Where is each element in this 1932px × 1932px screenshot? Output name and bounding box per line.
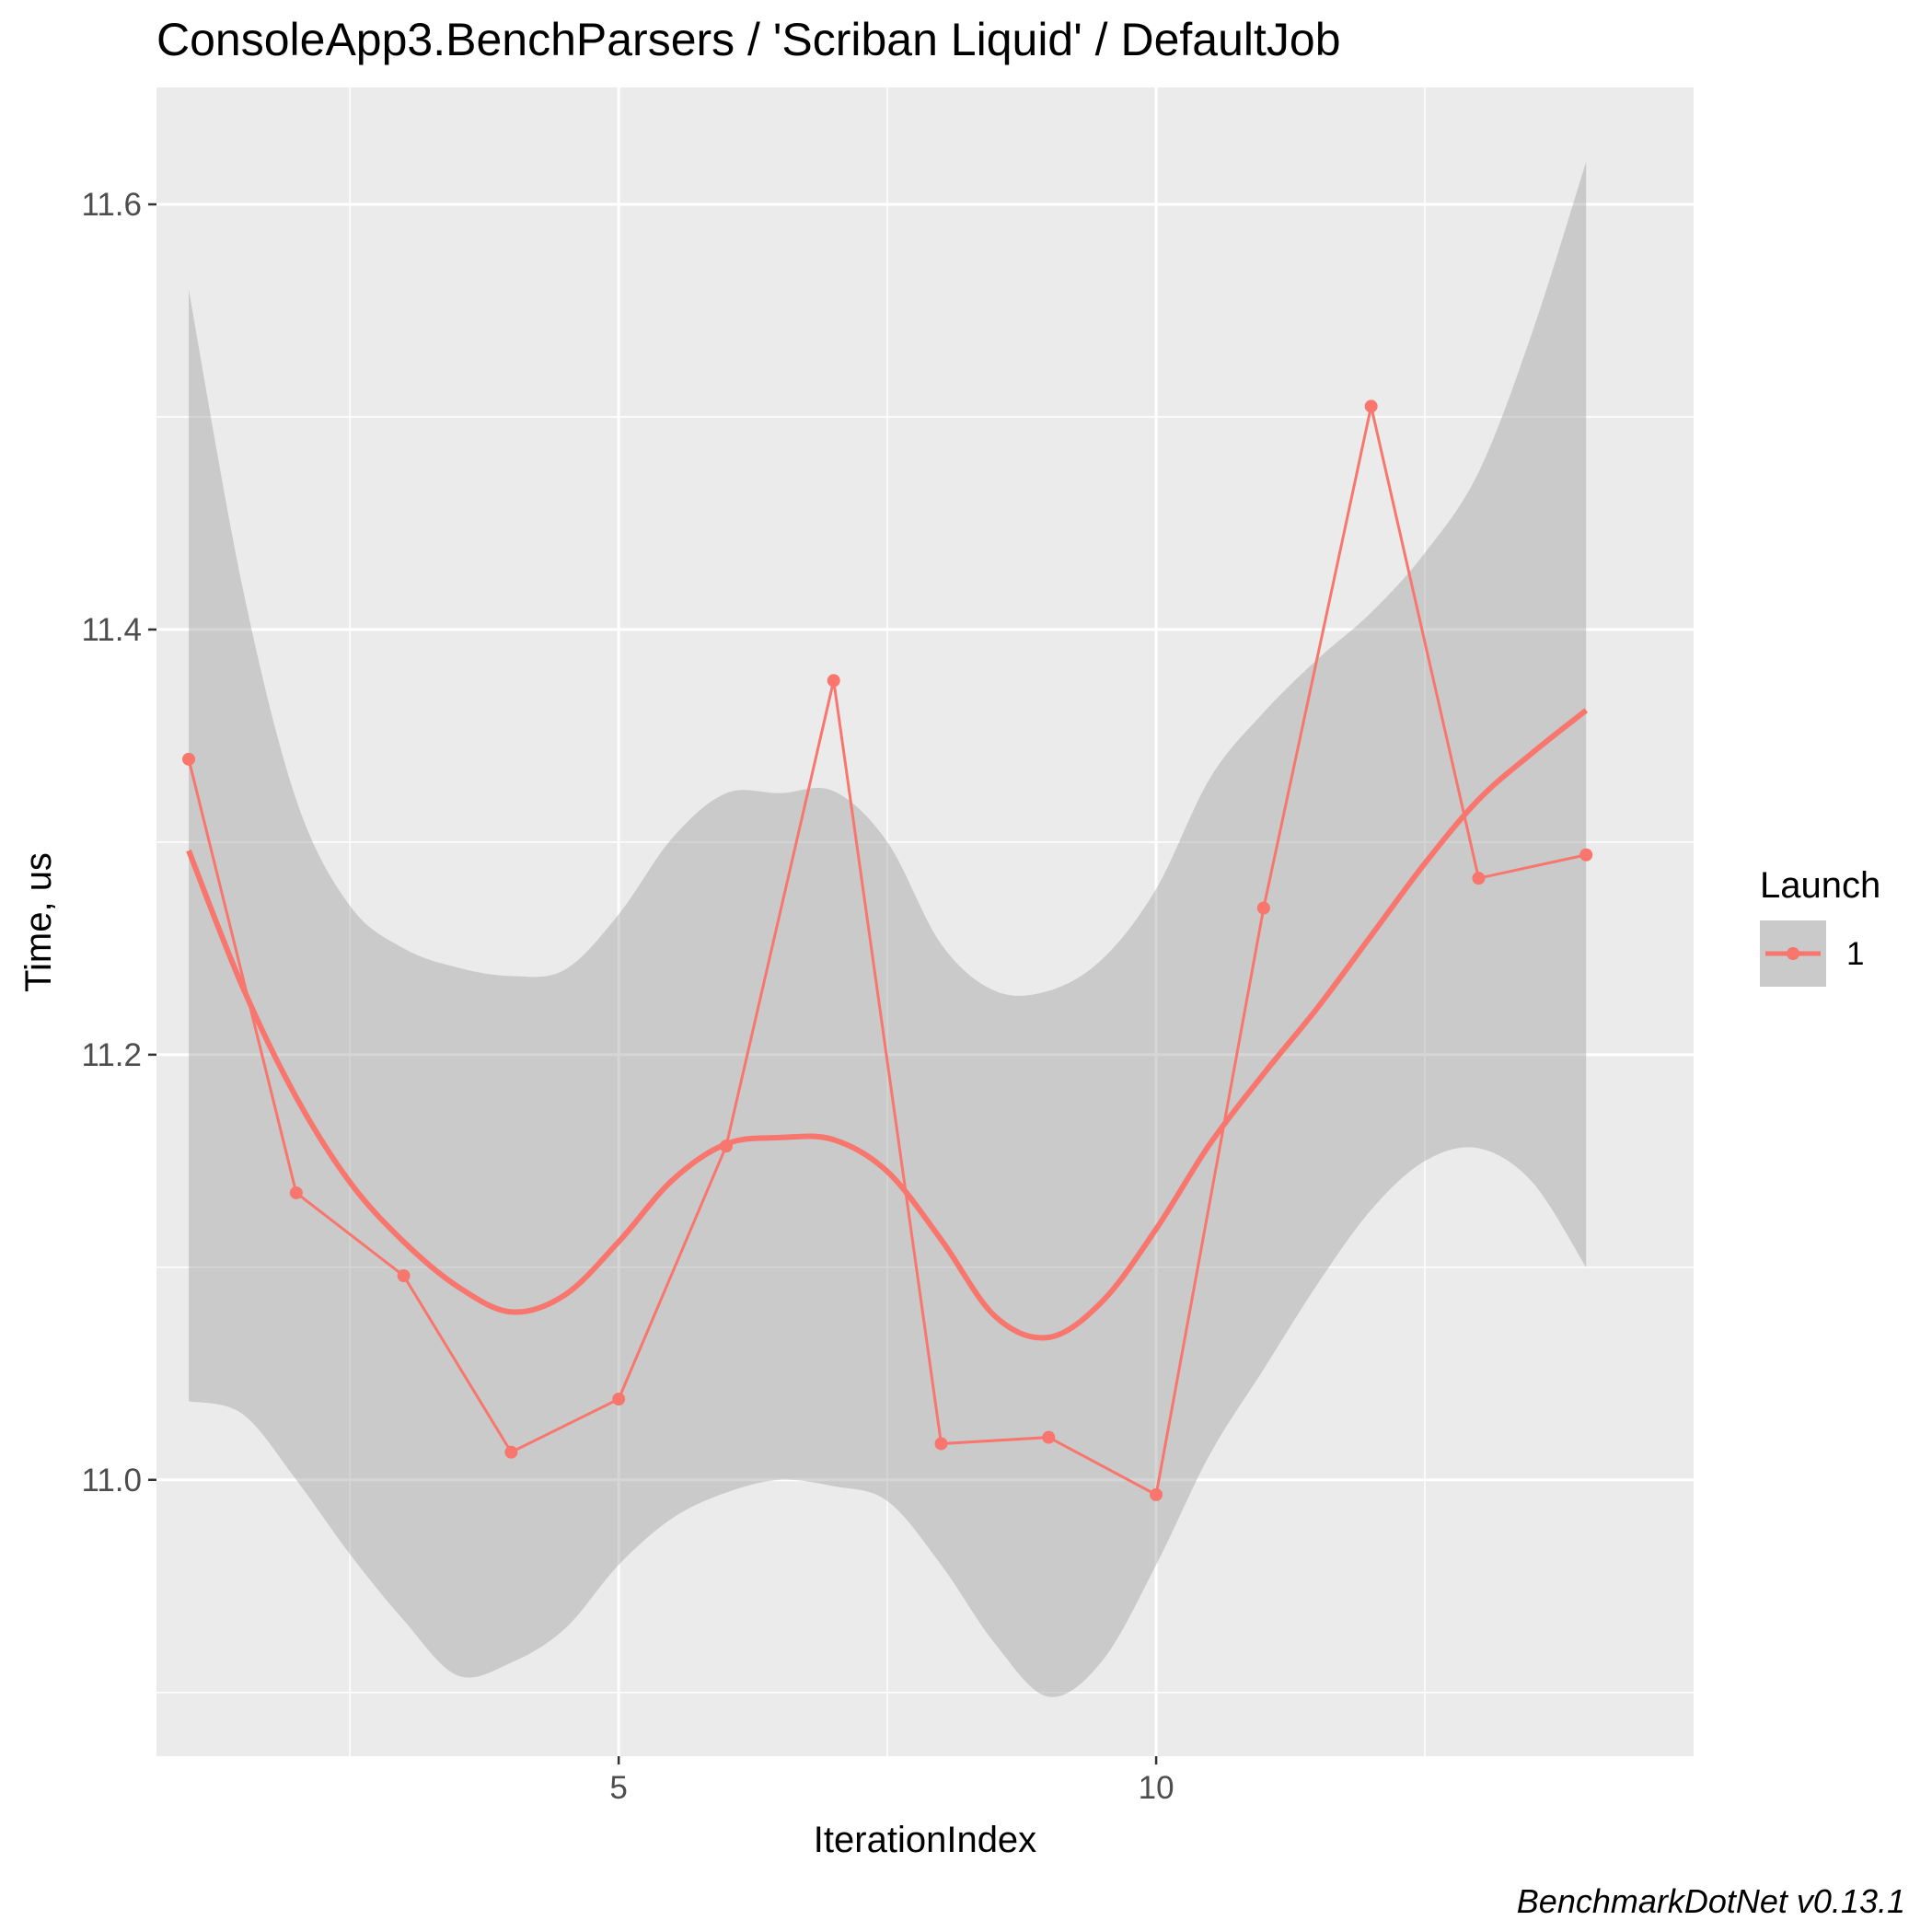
legend-title: Launch <box>1760 865 1880 906</box>
data-point <box>1472 872 1486 885</box>
data-point <box>1150 1487 1163 1501</box>
y-tick-label: 11.6 <box>81 187 142 223</box>
confidence-ribbon <box>189 161 1587 1697</box>
plot-panel <box>156 87 1694 1756</box>
legend: Launch 1 <box>1760 865 1880 987</box>
series-line <box>187 406 1587 1498</box>
data-point <box>1579 848 1593 862</box>
y-tick-label: 11.4 <box>81 612 142 648</box>
x-axis-title: IterationIndex <box>814 1820 1036 1860</box>
data-point <box>934 1437 948 1451</box>
x-tick-label: 10 <box>1139 1770 1174 1806</box>
data-point <box>289 1186 303 1199</box>
data-point <box>1042 1430 1056 1444</box>
data-point <box>1364 399 1378 413</box>
minor-gridlines <box>156 87 1694 1756</box>
data-point <box>182 752 196 766</box>
x-axis: 5 10 <box>609 1756 1174 1806</box>
data-point <box>1256 901 1270 915</box>
data-point <box>827 674 840 688</box>
legend-key-point <box>1787 947 1799 960</box>
data-point <box>504 1445 518 1459</box>
smooth-trend-line <box>186 708 1589 1341</box>
chart-title: ConsoleApp3.BenchParsers / 'Scriban Liqu… <box>156 14 1341 65</box>
data-point <box>397 1269 411 1283</box>
series-points <box>182 399 1593 1501</box>
y-axis-title: Time, us <box>18 852 59 992</box>
x-tick-label: 5 <box>609 1770 627 1806</box>
legend-label-1: 1 <box>1846 936 1864 972</box>
major-gridlines <box>156 87 1694 1756</box>
data-point <box>612 1392 626 1406</box>
y-axis: 11.0 11.2 11.4 11.6 <box>81 187 156 1498</box>
y-tick-label: 11.0 <box>81 1463 142 1498</box>
y-tick-label: 11.2 <box>81 1037 142 1073</box>
caption: BenchmarkDotNet v0.13.1 <box>1517 1882 1905 1920</box>
